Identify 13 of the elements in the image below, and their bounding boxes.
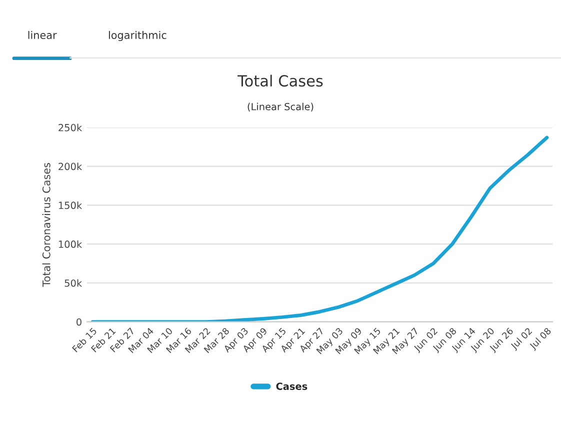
y-tick-label: 200k — [58, 162, 82, 170]
legend-label: Cases — [276, 382, 308, 390]
y-tick-label: 50k — [64, 279, 82, 287]
y-tick-label: 150k — [58, 202, 82, 210]
y-axis-title: Total Coronavirus Cases — [42, 163, 50, 287]
text: logarithmic — [108, 30, 166, 42]
y-tick-label: 0 — [76, 318, 82, 326]
y-tick-label: 100k — [58, 240, 82, 248]
chart-title: Total Cases — [238, 74, 323, 87]
text: linear — [28, 30, 57, 40]
line-series — [90, 136, 549, 322]
chart-subtitle: (Linear Scale) — [248, 102, 314, 112]
y-tick-label: 250k — [58, 124, 82, 132]
